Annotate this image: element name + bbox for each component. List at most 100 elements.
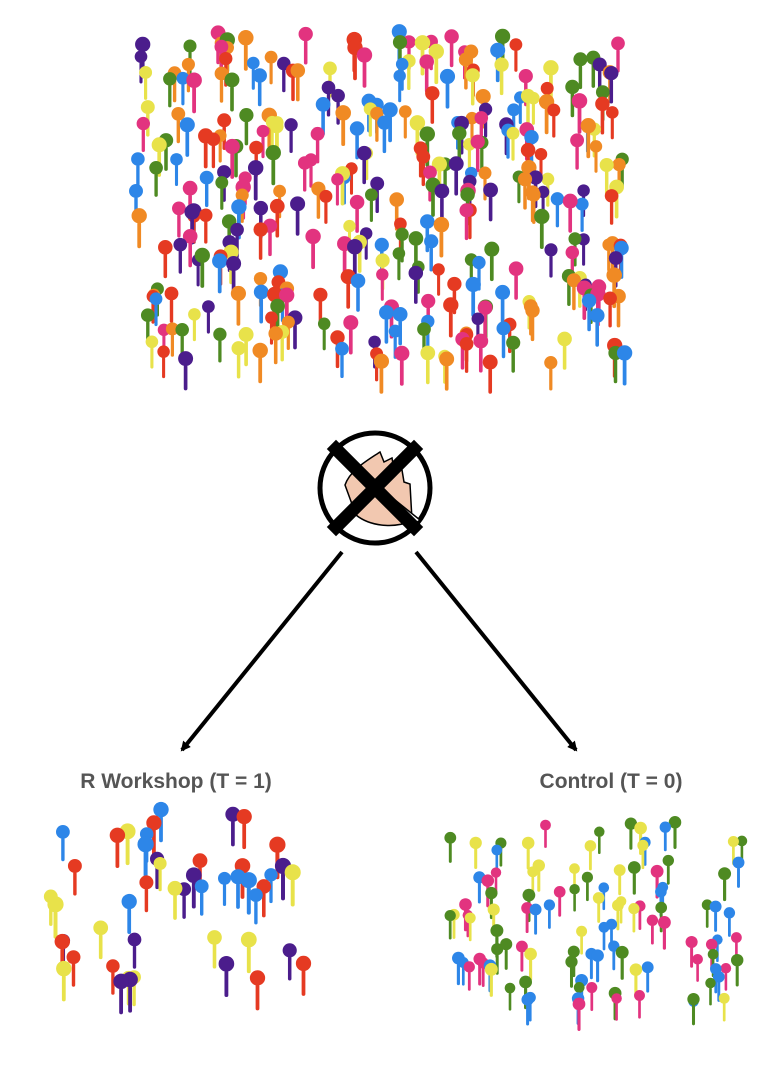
person-icon: [500, 938, 513, 970]
person-icon: [394, 345, 410, 386]
person-icon: [718, 867, 732, 902]
arrow-to-control: [414, 550, 578, 752]
person-icon: [544, 356, 558, 391]
person-icon: [416, 149, 431, 187]
arrow-to-treatment: [180, 550, 344, 752]
person-icon: [613, 864, 626, 896]
person-icon: [434, 183, 450, 223]
person-icon: [458, 52, 473, 90]
person-icon: [562, 193, 578, 233]
person-icon: [521, 993, 534, 1026]
person-icon: [173, 237, 188, 274]
person-icon: [627, 861, 641, 895]
person-icon: [247, 160, 264, 201]
person-icon: [420, 345, 436, 385]
person-icon: [444, 831, 457, 863]
person-icon: [521, 836, 535, 870]
person-icon: [157, 345, 170, 379]
person-icon: [624, 817, 638, 850]
person-icon: [236, 809, 252, 850]
person-icon: [225, 806, 241, 847]
person-icon: [398, 105, 412, 139]
person-icon: [139, 875, 154, 913]
person-icon: [720, 962, 732, 991]
person-icon: [494, 57, 509, 96]
person-icon: [534, 208, 550, 250]
person-icon: [249, 970, 266, 1011]
person-icon: [483, 182, 498, 222]
person-icon: [252, 342, 268, 384]
person-icon: [317, 317, 331, 351]
person-icon: [305, 228, 321, 270]
person-icon: [213, 327, 227, 363]
person-icon: [340, 269, 356, 309]
person-icon: [634, 990, 645, 1019]
person-icon: [217, 871, 232, 907]
person-icon: [167, 880, 183, 920]
person-icon: [224, 138, 240, 179]
person-icon: [506, 126, 520, 161]
person-icon: [646, 914, 659, 945]
person-icon: [153, 856, 167, 892]
person-icon: [569, 883, 580, 912]
person-icon: [572, 997, 586, 1031]
person-icon: [93, 920, 109, 960]
person-icon: [172, 201, 186, 238]
person-icon: [335, 105, 351, 147]
person-icon: [576, 925, 588, 955]
person-icon: [589, 308, 605, 347]
person-icon: [604, 189, 619, 225]
person-icon: [628, 903, 640, 933]
person-icon: [282, 943, 297, 981]
person-icon: [55, 824, 70, 862]
person-icon: [199, 170, 214, 208]
person-icon: [599, 157, 614, 196]
person-icon: [349, 194, 365, 233]
person-icon: [589, 140, 603, 173]
person-icon: [331, 173, 344, 206]
person-icon: [616, 345, 633, 386]
person-icon: [252, 68, 267, 107]
person-icon: [443, 297, 459, 338]
person-icon: [202, 300, 215, 334]
person-icon: [604, 65, 619, 104]
person-icon: [109, 827, 126, 869]
person-icon: [581, 871, 593, 902]
person-icon: [465, 68, 480, 106]
person-icon: [584, 840, 597, 871]
person-icon: [508, 261, 524, 300]
person-icon: [170, 153, 183, 187]
person-icon: [526, 188, 541, 224]
person-icon: [373, 353, 390, 394]
person-icon: [206, 132, 221, 169]
person-icon: [723, 907, 736, 937]
person-icon: [253, 222, 268, 260]
person-icon: [408, 265, 424, 304]
person-icon: [356, 145, 372, 185]
person-icon: [186, 72, 202, 114]
person-icon: [657, 915, 671, 950]
person-icon: [524, 947, 537, 981]
person-icon: [379, 305, 394, 344]
person-icon: [376, 268, 389, 301]
person-icon: [290, 63, 306, 102]
person-icon: [504, 982, 516, 1011]
person-icon: [370, 106, 384, 142]
person-icon: [517, 172, 533, 210]
person-icon: [463, 961, 475, 991]
person-icon: [659, 821, 671, 852]
person-icon: [484, 962, 498, 997]
person-icon: [439, 68, 456, 109]
person-icon: [298, 26, 313, 65]
person-icon: [356, 47, 373, 88]
person-icon: [113, 973, 129, 1015]
person-icon: [565, 955, 578, 988]
person-icon: [566, 273, 581, 311]
person-icon: [553, 886, 566, 917]
person-icon: [557, 331, 572, 370]
person-icon: [194, 247, 210, 288]
person-icon: [264, 50, 278, 85]
person-icon: [573, 52, 588, 90]
person-icon: [139, 65, 153, 100]
person-icon: [131, 152, 145, 188]
